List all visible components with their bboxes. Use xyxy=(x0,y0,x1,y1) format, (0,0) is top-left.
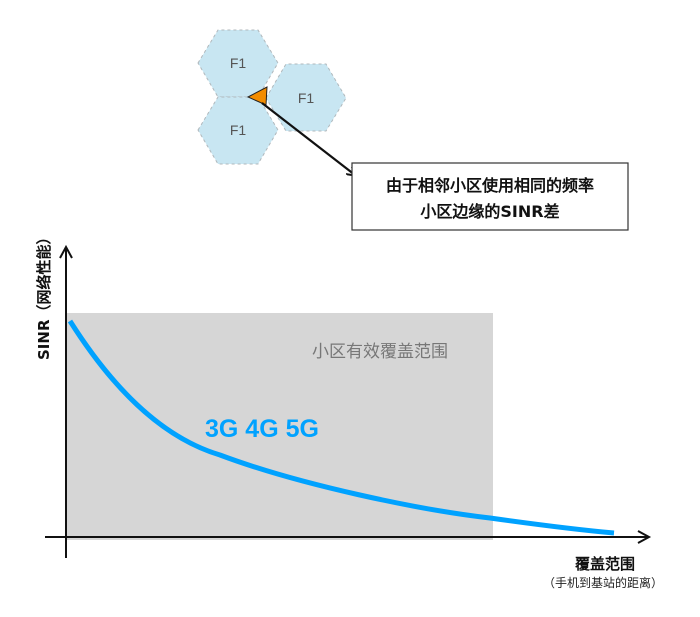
series-label: 3G 4G 5G xyxy=(205,415,319,443)
y-axis-arrow-icon xyxy=(59,244,73,259)
x-axis-arrow-icon xyxy=(637,530,652,544)
note-line-2: 小区边缘的SINR差 xyxy=(420,202,559,221)
interference-marker xyxy=(246,86,268,106)
hex-cell-right: F1 xyxy=(265,63,347,132)
cell-label: F1 xyxy=(298,90,315,106)
cell-label: F1 xyxy=(230,122,247,138)
callout-arrow xyxy=(261,102,355,175)
x-axis-sublabel: （手机到基站的距离） xyxy=(543,575,663,590)
coverage-region-label: 小区有效覆盖范围 xyxy=(312,342,448,362)
cell-label: F1 xyxy=(230,55,247,71)
x-axis-label: 覆盖范围 xyxy=(575,555,635,573)
note-box: 由于相邻小区使用相同的频率 小区边缘的SINR差 xyxy=(351,162,629,231)
note-line-1: 由于相邻小区使用相同的频率 xyxy=(386,176,594,195)
y-axis-label: SINR（网络性能） xyxy=(35,230,53,361)
sinr-curve xyxy=(67,319,615,536)
hex-cell-top: F1 xyxy=(197,29,279,98)
coverage-region xyxy=(66,313,493,540)
hex-cell-bottom: F1 xyxy=(197,96,279,165)
